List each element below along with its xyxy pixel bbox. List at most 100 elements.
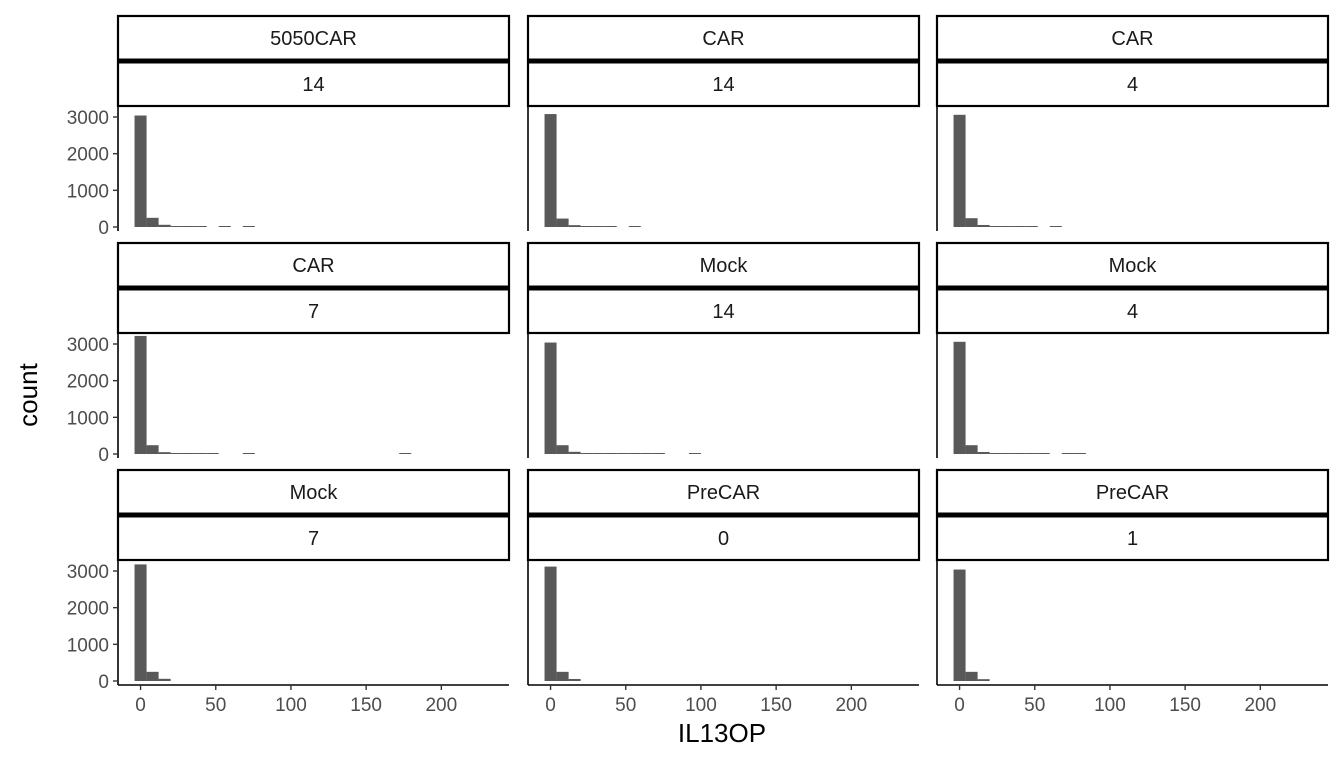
histogram-bar [1037, 453, 1050, 454]
facet-panel: Mock 4 [935, 241, 1330, 458]
histogram-bar [1013, 453, 1026, 454]
histogram-bar [556, 218, 569, 227]
histogram-bar [580, 453, 593, 454]
histogram-bar [556, 445, 569, 454]
x-tick-label: 0 [545, 695, 556, 716]
facet-strip-label-primary: Mock [290, 482, 339, 504]
facet-strip-label-secondary: 7 [308, 301, 319, 323]
x-tick-label: 150 [760, 695, 792, 716]
facet-panel: Mock 7 0 1000 2000 3000 0 50 100 150 200 [67, 468, 511, 716]
histogram-bar [170, 226, 183, 227]
histogram-bar [134, 564, 147, 681]
histogram-bar [628, 226, 641, 227]
facet-strip-label-secondary: 7 [308, 528, 319, 550]
facet-strip-label-primary: Mock [1109, 255, 1158, 277]
histogram-bar [182, 453, 195, 454]
histogram-bar [616, 453, 629, 454]
facet-strip-primary [526, 14, 921, 62]
facet-strip-primary [935, 241, 1330, 289]
facet-strip-secondary [526, 514, 921, 562]
facet-strip-label-secondary: 0 [718, 528, 729, 550]
facet-strip-primary [935, 14, 1330, 62]
histogram-bar [1013, 226, 1026, 227]
facet-strip-label-primary: PreCAR [1096, 482, 1169, 504]
histogram-bar [158, 452, 171, 454]
histogram-bar [977, 451, 990, 454]
facet-panel: PreCAR 0 0 50 100 150 200 [526, 468, 921, 716]
facet-strip-primary [116, 241, 511, 289]
facet-strip-label-secondary: 4 [1127, 74, 1138, 96]
histogram-bar [580, 226, 593, 227]
histogram-bar [592, 226, 605, 227]
histogram-bar [989, 453, 1002, 454]
histogram-bar [158, 224, 171, 227]
histogram-bar [953, 569, 966, 681]
facet-strip-secondary [116, 287, 511, 335]
y-tick-label: 0 [98, 672, 109, 693]
histogram-bar [568, 678, 581, 681]
y-tick-label: 0 [98, 218, 109, 239]
histogram-bar [146, 217, 159, 227]
facet-panel: Mock 14 [526, 241, 921, 458]
x-tick-label: 100 [275, 695, 307, 716]
histogram-bar [194, 226, 207, 227]
y-axis-title: count [13, 363, 43, 427]
facet-strip-primary [116, 468, 511, 516]
histogram-bar [977, 224, 990, 227]
x-tick-label: 100 [1094, 695, 1126, 716]
facet-strip-secondary [935, 514, 1330, 562]
histogram-bar [134, 335, 147, 454]
histogram-bar [652, 453, 665, 454]
histogram-bar [965, 218, 978, 227]
facet-panel: CAR 4 [935, 14, 1330, 231]
histogram-bar [953, 114, 966, 227]
facet-strip-label-secondary: 14 [302, 74, 324, 96]
facet-strip-primary [116, 14, 511, 62]
x-axis-title: IL13OP [677, 718, 767, 748]
facet-strip-label-secondary: 14 [712, 301, 734, 323]
x-tick-label: 0 [954, 695, 965, 716]
x-tick-label: 50 [205, 695, 226, 716]
histogram-bar [688, 453, 701, 454]
facet-panel: PreCAR 1 0 50 100 150 200 [935, 468, 1330, 716]
y-tick-label: 2000 [67, 145, 109, 166]
histogram-bar [568, 451, 581, 454]
x-tick-label: 200 [835, 695, 867, 716]
x-tick-label: 150 [350, 695, 382, 716]
facet-strip-label-primary: CAR [1111, 28, 1153, 50]
x-tick-label: 200 [1244, 695, 1276, 716]
y-tick-label: 1000 [67, 181, 109, 202]
facet-strip-secondary [116, 60, 511, 108]
facet-strip-label-secondary: 14 [712, 74, 734, 96]
histogram-bar [953, 341, 966, 454]
histogram-bar [640, 453, 653, 454]
histogram-bar [556, 671, 569, 681]
facet-panel: CAR 7 0 1000 2000 3000 [67, 241, 511, 466]
facet-panel: 5050CAR 14 0 1000 2000 3000 [67, 14, 511, 239]
facet-strip-primary [526, 468, 921, 516]
histogram-bar [170, 453, 183, 454]
facet-strip-secondary [935, 287, 1330, 335]
histogram-bar [1073, 453, 1086, 454]
y-tick-label: 0 [98, 445, 109, 466]
histogram-bar [1049, 226, 1062, 227]
x-tick-label: 100 [685, 695, 717, 716]
histogram-bar [1061, 453, 1074, 454]
facet-strip-label-primary: Mock [700, 255, 749, 277]
histogram-bar [194, 453, 207, 454]
histogram-bar [544, 566, 557, 681]
facet-strip-label-primary: CAR [292, 255, 334, 277]
histogram-bar [1025, 226, 1038, 227]
histogram-bar [134, 115, 147, 227]
facet-strip-label-primary: CAR [702, 28, 744, 50]
histogram-bar [242, 453, 255, 454]
facet-strip-label-primary: PreCAR [687, 482, 760, 504]
histogram-bar [242, 226, 255, 227]
histogram-bar [1001, 453, 1014, 454]
facet-strip-label-secondary: 4 [1127, 301, 1138, 323]
x-tick-label: 200 [425, 695, 457, 716]
x-tick-label: 50 [1024, 695, 1045, 716]
y-tick-label: 2000 [67, 372, 109, 393]
histogram-bar [1001, 226, 1014, 227]
